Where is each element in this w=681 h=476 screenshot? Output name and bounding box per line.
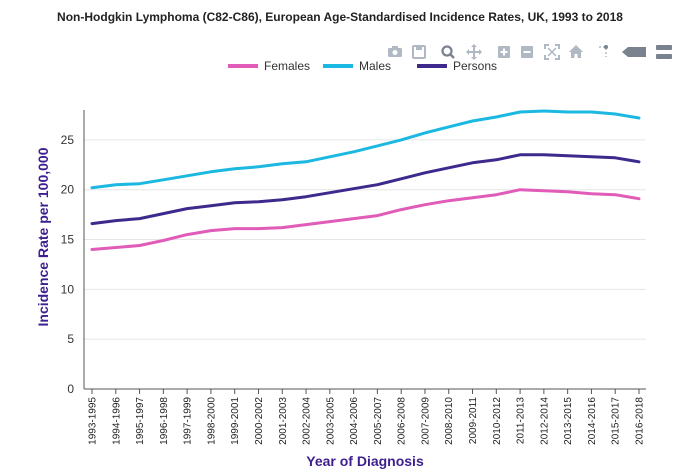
x-tick-label: 1996-1998 [159,397,170,445]
y-tick-label: 0 [67,382,74,396]
legend-item-persons[interactable]: Persons [417,59,497,73]
series-line-persons[interactable] [90,153,641,226]
y-tick-label: 20 [61,183,75,197]
zoom-out-icon[interactable] [521,46,533,58]
x-tick-label: 2003-2005 [325,397,336,445]
x-tick-label: 1999-2001 [230,397,241,445]
spike-lines-icon[interactable] [599,45,608,57]
modebar [388,44,672,60]
y-tick-label: 15 [61,233,75,247]
x-tick-label: 1994-1996 [111,397,122,445]
x-tick-label: 2013-2015 [563,397,574,445]
save-icon[interactable] [412,45,426,59]
zoom-icon[interactable] [441,45,455,59]
legend-item-females[interactable]: Females [228,59,310,73]
x-tick-label: 2012-2014 [539,397,550,445]
x-axis: 1993-1995 1994-1996 1995-1997 1996-1998 1997… [88,389,646,445]
x-tick-label: 2014-2016 [587,397,598,445]
legend: Females Males Persons [228,59,497,73]
x-tick-label: 2009-2011 [468,397,479,445]
x-tick-label: 2004-2006 [349,397,360,445]
legend-label: Females [264,59,310,73]
zoom-in-icon[interactable] [498,46,510,58]
pan-icon[interactable] [466,44,482,60]
x-tick-label: 2007-2009 [420,397,431,445]
hover-closest-icon[interactable] [622,47,646,57]
y-axis-title: Incidence Rate per 100,000 [35,147,51,326]
x-tick-label: 2005-2007 [373,397,384,445]
hover-compare-icon[interactable] [656,45,672,59]
x-tick-label: 2015-2017 [611,397,622,445]
y-tick-label: 25 [61,133,75,147]
series-line-males[interactable] [90,109,641,190]
x-tick-label: 2011-2013 [516,397,527,445]
x-axis-title: Year of Diagnosis [306,453,424,469]
x-tick-label: 1993-1995 [88,397,99,445]
x-tick-label: 1998-2000 [206,397,217,445]
legend-item-males[interactable]: Males [323,59,391,73]
series-line-females[interactable] [90,188,641,251]
x-tick-label: 2001-2003 [278,397,289,445]
x-tick-label: 2010-2012 [492,397,503,445]
y-tick-label: 5 [67,332,74,346]
y-axis: 0 5 10 15 20 25 [61,110,646,396]
x-tick-label: 2002-2004 [302,397,313,445]
legend-label: Males [359,59,391,73]
x-tick-label: 2008-2010 [444,397,455,445]
x-tick-label: 1997-1999 [183,397,194,445]
y-tick-label: 10 [61,282,75,296]
home-icon[interactable] [569,45,583,58]
legend-label: Persons [453,59,497,73]
x-tick-label: 1995-1997 [135,397,146,445]
x-tick-label: 2000-2002 [254,397,265,445]
x-tick-label: 2016-2018 [635,397,646,445]
autoscale-icon[interactable] [544,44,560,60]
chart-title: Non-Hodgkin Lymphoma (C82-C86), European… [57,10,623,24]
x-tick-label: 2006-2008 [397,397,408,445]
camera-icon[interactable] [388,46,402,57]
series-lines [90,109,641,251]
